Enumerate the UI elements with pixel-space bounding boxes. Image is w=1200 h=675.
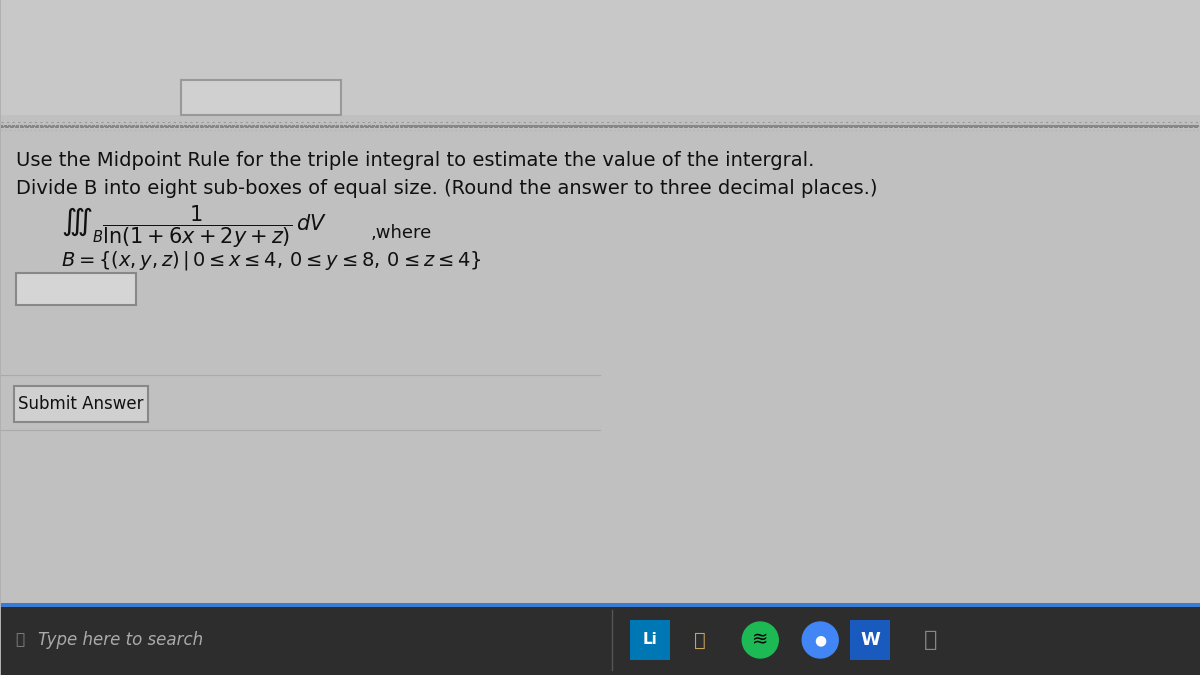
FancyBboxPatch shape [851, 620, 890, 660]
Text: $B = \{(x, y, z)\,|\, 0 \leq x \leq 4,\, 0 \leq y \leq 8,\, 0 \leq z \leq 4\}$: $B = \{(x, y, z)\,|\, 0 \leq x \leq 4,\,… [61, 248, 481, 271]
Text: W: W [860, 631, 880, 649]
Circle shape [803, 622, 839, 658]
Circle shape [743, 622, 779, 658]
FancyBboxPatch shape [1, 603, 1200, 607]
FancyBboxPatch shape [181, 80, 341, 115]
Text: ,where: ,where [371, 224, 432, 242]
Text: ≋: ≋ [752, 630, 768, 649]
FancyBboxPatch shape [1, 0, 1200, 115]
Text: 📶: 📶 [695, 630, 706, 649]
FancyBboxPatch shape [1, 90, 1200, 580]
Text: Divide B into eight sub-boxes of equal size. (Round the answer to three decimal : Divide B into eight sub-boxes of equal s… [16, 178, 877, 198]
FancyBboxPatch shape [16, 273, 136, 305]
Text: ●: ● [814, 633, 827, 647]
FancyBboxPatch shape [630, 620, 671, 660]
Text: Submit Answer: Submit Answer [18, 395, 144, 413]
Text: Type here to search: Type here to search [37, 631, 203, 649]
Text: $\iiint_B \dfrac{1}{\ln(1+6x+2y+z)}\, dV$: $\iiint_B \dfrac{1}{\ln(1+6x+2y+z)}\, dV… [61, 204, 326, 250]
FancyBboxPatch shape [1, 605, 1200, 675]
FancyBboxPatch shape [1, 115, 1200, 605]
Text: 🔍: 🔍 [16, 632, 25, 647]
Text: Use the Midpoint Rule for the triple integral to estimate the value of the inter: Use the Midpoint Rule for the triple int… [16, 151, 814, 169]
Text: Li: Li [643, 632, 658, 647]
FancyBboxPatch shape [13, 386, 148, 422]
Text: 🛡: 🛡 [924, 630, 937, 650]
